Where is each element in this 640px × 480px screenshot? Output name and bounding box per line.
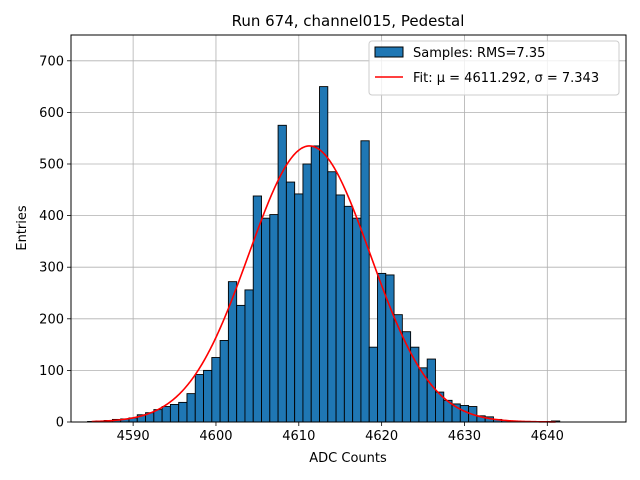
y-tick-label: 300 bbox=[39, 261, 64, 276]
histogram-bar bbox=[244, 289, 254, 423]
chart-title: Run 674, channel015, Pedestal bbox=[232, 12, 465, 30]
histogram-bar bbox=[203, 369, 213, 423]
plot-frame bbox=[70, 34, 627, 423]
histogram-bar bbox=[178, 401, 188, 423]
x-axis-ticks: 4590 4600 4610 4620 4630 4640 bbox=[117, 422, 564, 444]
legend-label-fit: Fit: μ = 4611.292, σ = 7.343 bbox=[413, 71, 599, 86]
y-tick-label: 500 bbox=[39, 158, 64, 173]
histogram-bar bbox=[368, 346, 378, 423]
histogram-bar bbox=[310, 145, 320, 423]
histogram-bar bbox=[426, 358, 436, 423]
y-tick-label: 0 bbox=[56, 416, 64, 431]
x-tick-label: 4630 bbox=[448, 429, 481, 444]
histogram-bar bbox=[186, 393, 196, 423]
histogram-bar bbox=[352, 217, 362, 423]
histogram-bar bbox=[335, 194, 345, 423]
histogram-bar bbox=[302, 163, 312, 423]
histogram-bar bbox=[236, 304, 246, 423]
y-tick-label: 100 bbox=[39, 364, 64, 379]
histogram-bar bbox=[377, 272, 387, 423]
histogram-bar bbox=[343, 205, 354, 423]
histogram-bar bbox=[169, 404, 180, 423]
legend: Samples: RMS=7.35 Fit: μ = 4611.292, σ =… bbox=[368, 40, 620, 96]
histogram-bar bbox=[261, 217, 271, 423]
y-axis-label: Entries bbox=[15, 205, 30, 251]
histogram-bar bbox=[194, 374, 204, 423]
histogram-bar bbox=[319, 86, 329, 423]
histogram-bar bbox=[459, 405, 470, 423]
histogram-bars bbox=[87, 86, 561, 423]
histogram-bar bbox=[227, 281, 238, 423]
gaussian-fit-line bbox=[91, 145, 556, 423]
legend-box bbox=[368, 40, 620, 96]
x-tick-label: 4600 bbox=[199, 429, 232, 444]
x-tick-label: 4590 bbox=[117, 429, 150, 444]
x-tick-label: 4640 bbox=[531, 429, 564, 444]
histogram-bar bbox=[219, 340, 229, 423]
x-tick-label: 4610 bbox=[282, 429, 315, 444]
x-axis-label: ADC Counts bbox=[309, 451, 387, 466]
histogram-bar bbox=[418, 367, 428, 423]
histogram-bar bbox=[410, 346, 420, 423]
x-tick-label: 4620 bbox=[365, 429, 398, 444]
histogram-bar bbox=[161, 406, 171, 423]
y-tick-label: 400 bbox=[39, 209, 64, 224]
histogram-bar bbox=[360, 140, 370, 423]
legend-swatch-samples bbox=[374, 46, 404, 58]
histogram-bar bbox=[277, 124, 287, 423]
legend-label-samples: Samples: RMS=7.35 bbox=[413, 46, 545, 61]
y-tick-label: 600 bbox=[39, 106, 64, 121]
histogram-bar bbox=[294, 193, 304, 423]
histogram-bar bbox=[285, 181, 296, 423]
histogram-bar bbox=[385, 274, 395, 423]
histogram-bar bbox=[393, 314, 403, 423]
y-tick-label: 700 bbox=[39, 54, 64, 69]
y-tick-label: 200 bbox=[39, 312, 64, 327]
histogram-bar bbox=[327, 171, 337, 423]
y-axis-ticks: 0 100 200 300 400 500 600 700 bbox=[39, 54, 71, 431]
histogram-bar bbox=[211, 357, 221, 423]
histogram-bar bbox=[269, 214, 279, 423]
